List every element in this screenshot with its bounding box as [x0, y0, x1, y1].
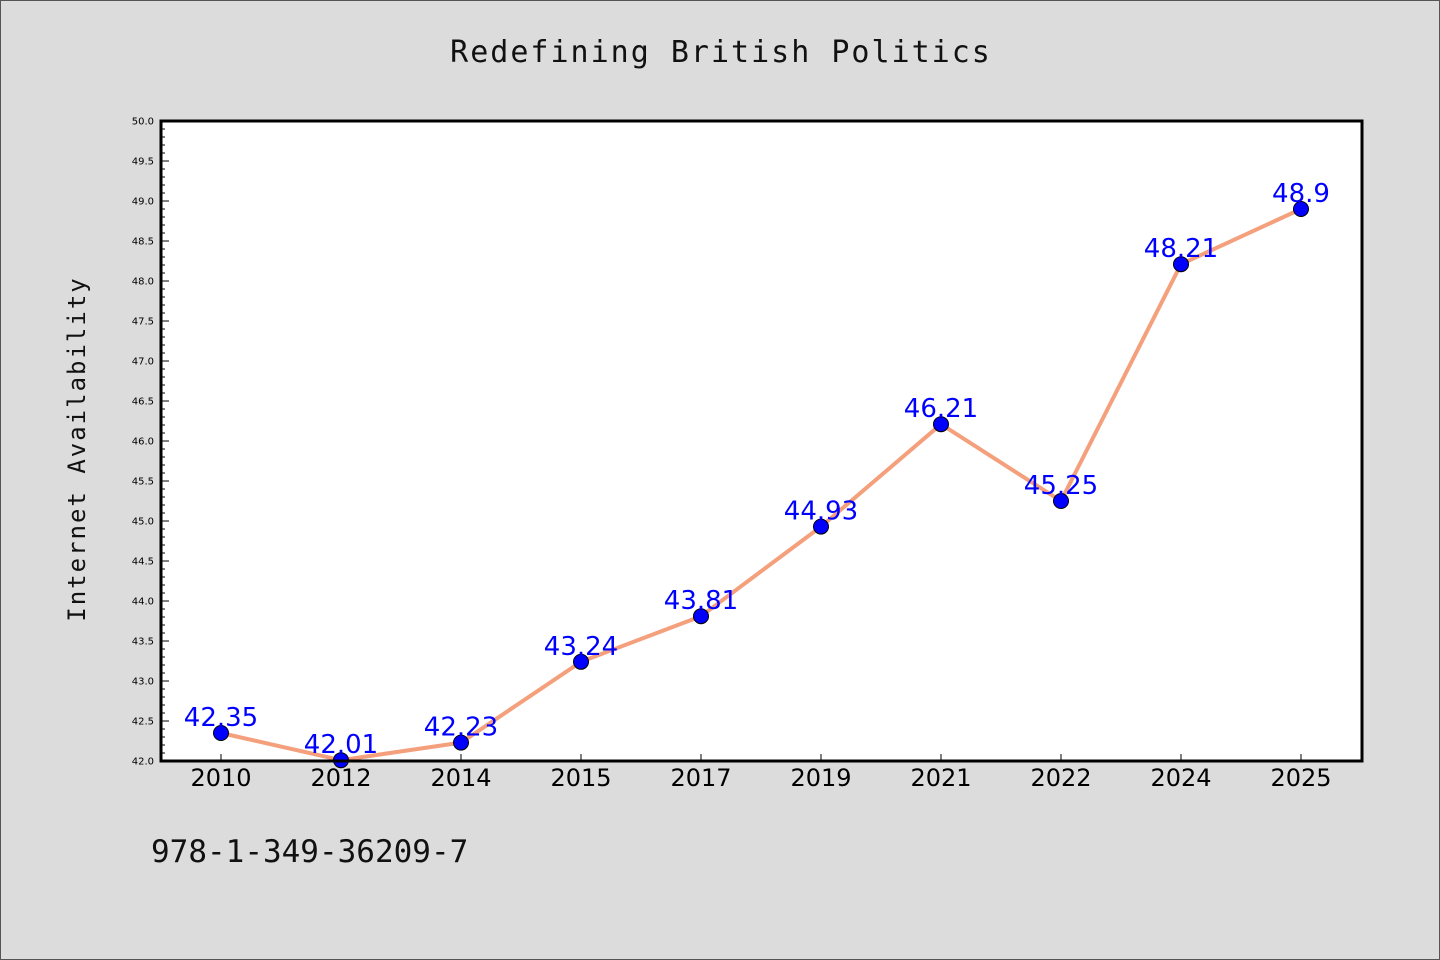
- x-tick-label: 2012: [310, 764, 371, 792]
- data-label: 48.9: [1272, 179, 1330, 209]
- data-label: 46.21: [904, 394, 978, 424]
- data-point: [933, 416, 949, 433]
- x-tick-label: 2019: [790, 764, 851, 792]
- x-tick-label: 2017: [670, 764, 731, 792]
- y-tick-label: 43.5: [132, 637, 154, 648]
- chart-title: Redefining British Politics: [450, 35, 992, 70]
- data-label: 45.25: [1024, 471, 1098, 501]
- x-tick-label: 2024: [1150, 764, 1211, 792]
- y-tick-label: 47.0: [132, 357, 154, 368]
- y-tick-label: 42.0: [132, 757, 154, 768]
- y-tick-label: 42.5: [132, 717, 154, 728]
- plot-area: [161, 121, 1362, 761]
- y-tick-label: 45.5: [132, 477, 154, 488]
- y-tick-label: 49.5: [132, 157, 154, 168]
- x-tick-label: 2010: [190, 764, 251, 792]
- data-point: [1173, 256, 1189, 273]
- y-tick-label: 46.5: [132, 397, 154, 408]
- y-tick-label: 44.5: [132, 557, 154, 568]
- data-point: [1053, 493, 1069, 509]
- data-label: 48.21: [1144, 234, 1218, 264]
- y-tick-label: 49.0: [132, 197, 154, 208]
- data-point: [573, 653, 589, 670]
- y-tick-label: 46.0: [132, 437, 154, 448]
- data-label: 42.23: [424, 713, 498, 743]
- y-tick-label: 48.0: [132, 277, 154, 288]
- x-tick-label: 2014: [430, 764, 491, 792]
- y-tick-label: 48.5: [132, 237, 154, 248]
- y-tick-label: 44.0: [132, 597, 154, 608]
- data-point: [813, 518, 829, 535]
- y-tick-label: 47.5: [132, 317, 154, 328]
- data-point: [213, 725, 229, 741]
- data-label: 42.35: [184, 703, 258, 733]
- data-point: [1293, 201, 1309, 217]
- plot-frame: [159, 119, 1364, 763]
- x-tick-label: 2021: [910, 764, 971, 792]
- y-tick-label: 43.0: [132, 677, 154, 688]
- data-label: 43.24: [544, 632, 618, 662]
- series-line: [219, 207, 1303, 763]
- data-label: 44.93: [784, 497, 858, 527]
- x-tick-label: 2025: [1270, 764, 1331, 792]
- data-label: 42.01: [304, 730, 378, 760]
- data-point: [453, 734, 469, 751]
- x-tick-label: 2022: [1030, 764, 1091, 792]
- isbn-footer: 978-1-349-36209-7: [151, 834, 469, 870]
- data-point: [693, 608, 709, 625]
- data-label: 43.81: [664, 586, 738, 616]
- x-tick-label: 2015: [550, 764, 611, 792]
- y-tick-label: 50.0: [132, 117, 154, 128]
- y-tick-label: 45.0: [132, 517, 154, 528]
